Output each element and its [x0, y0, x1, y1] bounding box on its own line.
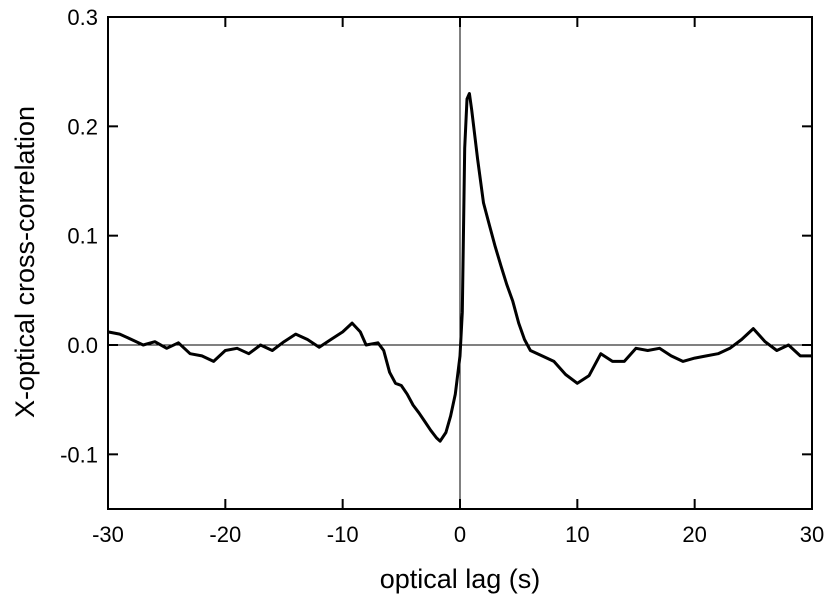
- y-tick-label: 0.3: [67, 5, 98, 30]
- data-line: [107, 92, 812, 443]
- y-tick-label: 0.2: [67, 114, 98, 139]
- x-tick-label: -20: [209, 522, 241, 547]
- x-tick-label: 0: [454, 522, 466, 547]
- x-tick-label: 10: [565, 522, 589, 547]
- y-axis-label: X-optical cross-correlation: [10, 106, 40, 418]
- x-tick-label: 30: [800, 522, 824, 547]
- plot-frame: [107, 16, 813, 510]
- y-tick-label: 0.0: [67, 333, 98, 358]
- x-tick-label: 20: [682, 522, 706, 547]
- x-tick-label: -30: [92, 522, 124, 547]
- y-tick-label: -0.1: [60, 442, 98, 467]
- y-tick-label: 0.1: [67, 224, 98, 249]
- x-tick-label: -10: [327, 522, 359, 547]
- x-axis-label: optical lag (s): [380, 564, 541, 594]
